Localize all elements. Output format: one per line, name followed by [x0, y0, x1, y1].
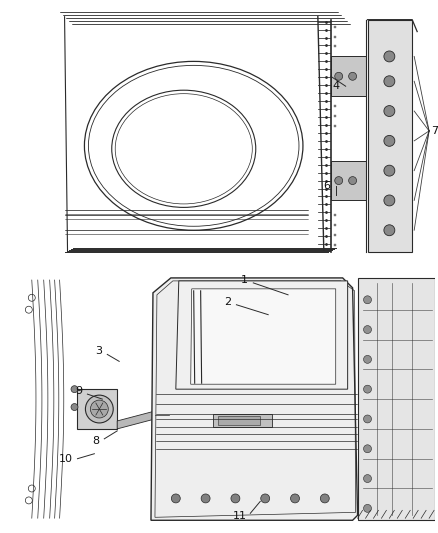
Circle shape [364, 415, 371, 423]
Circle shape [349, 176, 357, 184]
Circle shape [290, 494, 300, 503]
Polygon shape [218, 416, 260, 425]
Polygon shape [367, 20, 412, 252]
Circle shape [71, 386, 78, 393]
Polygon shape [331, 161, 366, 200]
Circle shape [364, 445, 371, 453]
Circle shape [335, 72, 343, 80]
Circle shape [349, 72, 357, 80]
Circle shape [320, 494, 329, 503]
Circle shape [201, 494, 210, 503]
Circle shape [335, 176, 343, 184]
Text: 4: 4 [332, 81, 340, 91]
Polygon shape [151, 278, 357, 520]
Polygon shape [212, 414, 272, 427]
Polygon shape [191, 289, 336, 384]
Circle shape [171, 494, 180, 503]
Text: 6: 6 [323, 181, 330, 191]
Circle shape [85, 395, 113, 423]
Circle shape [364, 356, 371, 364]
Circle shape [364, 296, 371, 304]
Polygon shape [331, 56, 366, 96]
Text: 8: 8 [92, 436, 99, 446]
Polygon shape [78, 389, 117, 429]
Polygon shape [357, 278, 435, 520]
Circle shape [90, 400, 108, 418]
Circle shape [384, 51, 395, 62]
Circle shape [364, 504, 371, 512]
Circle shape [261, 494, 270, 503]
Circle shape [364, 326, 371, 334]
Ellipse shape [155, 410, 171, 420]
Circle shape [364, 385, 371, 393]
Circle shape [384, 76, 395, 87]
Circle shape [364, 474, 371, 482]
Polygon shape [176, 281, 348, 389]
Circle shape [384, 225, 395, 236]
Circle shape [384, 195, 395, 206]
Text: 1: 1 [241, 275, 248, 285]
Polygon shape [117, 411, 155, 429]
Text: 3: 3 [95, 346, 102, 357]
Circle shape [384, 106, 395, 117]
Text: 10: 10 [59, 454, 73, 464]
Circle shape [384, 165, 395, 176]
Text: 2: 2 [224, 297, 231, 307]
Circle shape [384, 135, 395, 147]
Text: 11: 11 [232, 511, 246, 521]
Text: 7: 7 [431, 126, 438, 136]
Circle shape [71, 403, 78, 410]
Text: 9: 9 [75, 386, 82, 396]
Circle shape [231, 494, 240, 503]
